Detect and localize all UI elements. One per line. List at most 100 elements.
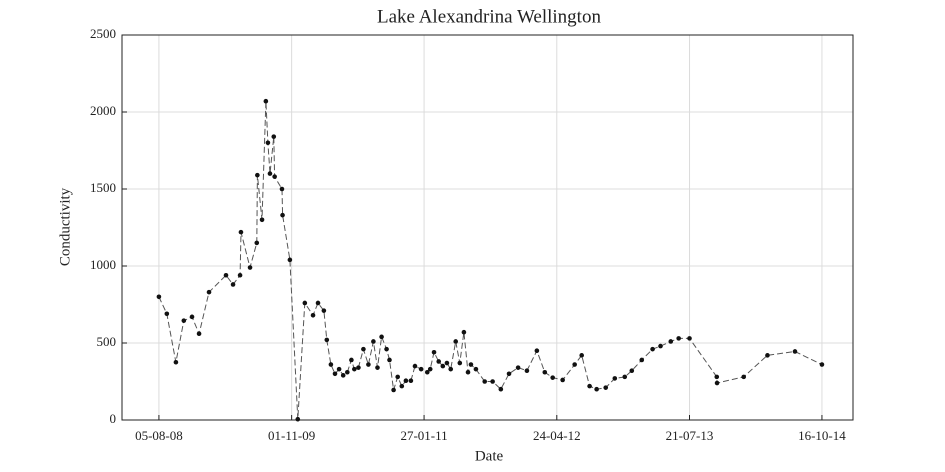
data-point xyxy=(356,365,361,370)
data-point xyxy=(328,362,334,367)
data-point xyxy=(181,318,187,323)
y-axis-label: Conductivity xyxy=(57,187,73,266)
data-point xyxy=(315,300,321,306)
data-point xyxy=(431,349,437,355)
data-point xyxy=(230,282,236,287)
data-point xyxy=(424,369,430,375)
data-point xyxy=(366,362,371,367)
data-point xyxy=(336,366,342,372)
data-point xyxy=(612,376,618,381)
data-point xyxy=(658,343,663,349)
data-point xyxy=(792,349,798,354)
data-point xyxy=(506,371,512,377)
data-point xyxy=(465,369,471,375)
data-point xyxy=(238,229,244,235)
data-point xyxy=(272,174,277,179)
y-tick-label: 0 xyxy=(110,411,117,426)
data-point xyxy=(714,380,720,386)
data-point xyxy=(255,172,260,178)
data-point xyxy=(375,365,380,370)
y-tick-label: 2500 xyxy=(90,26,116,41)
data-point xyxy=(714,374,720,380)
data-point xyxy=(639,357,645,363)
data-point xyxy=(482,379,488,384)
data-point xyxy=(196,331,202,337)
data-point xyxy=(247,265,253,270)
data-point xyxy=(572,362,577,367)
chart-title: Lake Alexandrina Wellington xyxy=(377,6,601,27)
x-tick-label: 27-01-11 xyxy=(400,428,447,443)
data-point xyxy=(473,366,479,372)
data-point xyxy=(542,369,548,375)
x-axis-label: Date xyxy=(475,448,504,464)
data-point xyxy=(332,371,338,377)
data-point xyxy=(448,366,454,372)
data-point xyxy=(395,374,400,380)
plot-frame xyxy=(121,34,854,421)
data-point xyxy=(440,363,446,369)
data-point xyxy=(650,346,655,352)
data-point xyxy=(189,314,195,320)
data-point xyxy=(765,353,770,358)
y-tick-label: 500 xyxy=(97,334,117,349)
data-point xyxy=(223,272,229,278)
y-tick-label: 1500 xyxy=(90,180,116,195)
data-point xyxy=(461,329,467,335)
data-point xyxy=(741,374,747,380)
data-point xyxy=(371,339,376,344)
data-point xyxy=(403,378,409,384)
data-point xyxy=(444,360,450,366)
data-point xyxy=(271,134,277,139)
data-point xyxy=(629,368,635,374)
data-point xyxy=(279,186,285,192)
data-point xyxy=(412,363,418,369)
data-point xyxy=(453,339,459,344)
data-point xyxy=(579,353,584,358)
data-point xyxy=(164,311,170,317)
data-point xyxy=(345,369,350,375)
x-tick-label: 01-11-09 xyxy=(268,428,315,443)
data-point xyxy=(524,368,530,374)
data-line xyxy=(158,101,823,420)
data-point xyxy=(594,386,599,392)
x-tick-label: 21-07-13 xyxy=(666,428,714,443)
data-point xyxy=(384,346,389,352)
data-point xyxy=(436,359,442,364)
data-point xyxy=(310,312,316,318)
data-point xyxy=(324,337,330,343)
data-point xyxy=(603,385,609,390)
data-point xyxy=(259,217,265,223)
data-point xyxy=(349,357,354,363)
data-point xyxy=(302,300,308,306)
data-point xyxy=(427,366,433,372)
data-point xyxy=(267,171,273,176)
data-point xyxy=(379,334,384,340)
data-point xyxy=(156,294,162,300)
data-point xyxy=(352,366,357,372)
data-point xyxy=(361,346,366,352)
data-point xyxy=(587,383,592,389)
data-point xyxy=(254,240,260,246)
data-point xyxy=(173,359,179,365)
data-point xyxy=(408,378,414,384)
data-point xyxy=(622,374,628,380)
x-tick-label: 24-04-12 xyxy=(533,428,581,443)
data-point xyxy=(387,357,392,363)
data-point xyxy=(237,272,243,278)
data-point xyxy=(265,140,271,146)
data-point xyxy=(280,212,285,218)
data-point xyxy=(498,386,504,392)
data-point xyxy=(819,362,825,367)
data-point xyxy=(687,336,692,341)
y-tick-label: 2000 xyxy=(90,103,116,118)
data-point xyxy=(399,383,405,389)
x-tick-label: 05-08-08 xyxy=(135,428,183,443)
data-point xyxy=(418,366,424,372)
data-point xyxy=(560,377,565,383)
data-point xyxy=(668,339,674,344)
data-point xyxy=(206,289,212,295)
data-point xyxy=(263,98,269,104)
y-tick-label: 1000 xyxy=(90,257,116,272)
